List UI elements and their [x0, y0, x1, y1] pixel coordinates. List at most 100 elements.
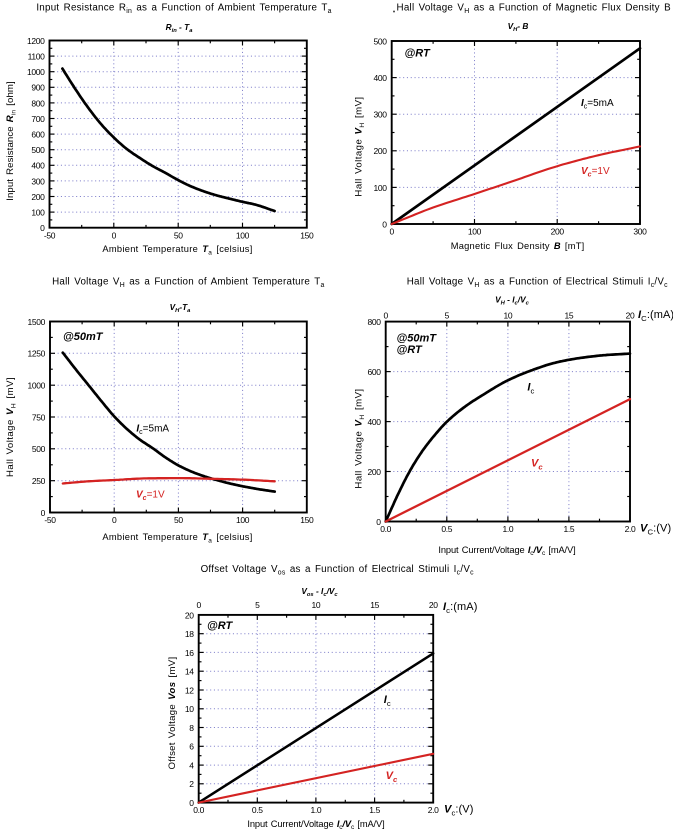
svg-text:@50mT: @50mT [63, 331, 104, 343]
svg-text:Magnetic Flux Density B [mT]: Magnetic Flux Density B [mT] [451, 241, 585, 251]
svg-text:1250: 1250 [27, 349, 45, 359]
svg-text:15: 15 [370, 600, 379, 610]
svg-text:4: 4 [189, 761, 194, 771]
svg-text:6: 6 [189, 742, 194, 752]
svg-text:1000: 1000 [27, 381, 45, 391]
svg-text:750: 750 [32, 412, 46, 422]
svg-text:150: 150 [300, 515, 314, 525]
svg-text:Hall Voltage VH [mV]: Hall Voltage VH [mV] [354, 96, 367, 196]
svg-text:-50: -50 [44, 515, 56, 525]
svg-text:5: 5 [445, 311, 450, 321]
svg-text:VH- B: VH- B [508, 21, 529, 33]
svg-text:@RT: @RT [397, 344, 423, 356]
svg-text:600: 600 [368, 367, 382, 377]
svg-text:800: 800 [368, 317, 382, 327]
svg-text:100: 100 [374, 183, 388, 193]
svg-text:10: 10 [312, 600, 321, 610]
svg-text:Vc: Vc [531, 458, 543, 472]
svg-text:800: 800 [31, 98, 45, 108]
svg-text:600: 600 [31, 130, 45, 140]
svg-text:1500: 1500 [27, 317, 45, 327]
svg-text:200: 200 [31, 192, 45, 202]
svg-text:0: 0 [390, 227, 395, 237]
svg-text:Vc: Vc [386, 770, 398, 784]
svg-text:100: 100 [236, 515, 250, 525]
svg-text:Ic: Ic [527, 382, 534, 396]
svg-text:Input Current/Voltage Ic/Vc [m: Input Current/Voltage Ic/Vc [mA/V] [247, 819, 384, 831]
svg-text:0: 0 [112, 230, 117, 240]
svg-text:Ambient Temperature Ta [celsiu: Ambient Temperature Ta [celsius] [102, 532, 252, 544]
svg-text:0: 0 [112, 515, 117, 525]
svg-text:@RT: @RT [207, 620, 233, 632]
svg-text:1.5: 1.5 [564, 524, 575, 534]
svg-text:1200: 1200 [27, 36, 45, 46]
svg-text:10: 10 [504, 311, 513, 321]
svg-text:100: 100 [31, 208, 45, 218]
svg-text:1.0: 1.0 [503, 524, 514, 534]
svg-text:500: 500 [374, 36, 388, 46]
svg-text:Hall Voltage VH as a Function: Hall Voltage VH as a Function of Ambient… [52, 277, 324, 290]
svg-text:Input Resistance Rin as a Func: Input Resistance Rin as a Function of Am… [36, 2, 331, 15]
svg-text:14: 14 [185, 667, 194, 677]
svg-text:0: 0 [382, 219, 387, 229]
svg-text:400: 400 [31, 161, 45, 171]
svg-text:300: 300 [374, 110, 388, 120]
svg-text:2: 2 [189, 779, 194, 789]
svg-text:Vc=1V: Vc=1V [581, 166, 610, 179]
svg-text:400: 400 [374, 73, 388, 83]
svg-text:200: 200 [551, 227, 565, 237]
svg-text:20: 20 [626, 311, 635, 321]
svg-text:50: 50 [174, 230, 183, 240]
svg-text:@RT: @RT [405, 48, 431, 60]
svg-text:Hall Voltage VH as a Function: Hall Voltage VH as a Function of Magneti… [397, 2, 672, 15]
svg-text:1000: 1000 [27, 67, 45, 77]
svg-text:Vc:(V): Vc:(V) [444, 804, 474, 818]
svg-text:5: 5 [255, 600, 260, 610]
svg-text:0: 0 [384, 311, 389, 321]
svg-text:0: 0 [189, 798, 194, 808]
svg-text:Hall Voltage VH [mV]: Hall Voltage VH [mV] [354, 388, 367, 488]
svg-text:400: 400 [368, 417, 382, 427]
svg-text:VH-Ta: VH-Ta [170, 302, 192, 314]
svg-text:@50mT: @50mT [397, 333, 438, 345]
svg-text:Ic:(mA): Ic:(mA) [443, 601, 478, 615]
svg-text:Ic=5mA: Ic=5mA [581, 98, 614, 111]
svg-text:700: 700 [31, 114, 45, 124]
svg-text:Ic=5mA: Ic=5mA [136, 424, 169, 437]
svg-text:8: 8 [189, 723, 194, 733]
svg-text:500: 500 [32, 444, 46, 454]
svg-text:18: 18 [185, 629, 194, 639]
svg-text:50: 50 [174, 515, 183, 525]
svg-text:0: 0 [376, 517, 381, 527]
svg-text:200: 200 [368, 467, 382, 477]
svg-text:Rin - Ta: Rin - Ta [166, 22, 194, 34]
svg-text:900: 900 [31, 83, 45, 93]
svg-text:Hall Voltage VH as a Function: Hall Voltage VH as a Function of Electri… [407, 277, 668, 290]
svg-text:IC:(mA): IC:(mA) [638, 309, 673, 323]
svg-text:1100: 1100 [28, 52, 46, 62]
svg-text:0.0: 0.0 [380, 524, 391, 534]
svg-text:1.5: 1.5 [369, 805, 380, 815]
svg-text:0.5: 0.5 [252, 805, 263, 815]
svg-text:Vc=1V: Vc=1V [136, 490, 165, 503]
svg-text:Ambient Temperature Ta [celsiu: Ambient Temperature Ta [celsius] [102, 244, 252, 256]
svg-text:250: 250 [32, 476, 46, 486]
svg-text:1.0: 1.0 [311, 805, 322, 815]
svg-text:2.0: 2.0 [428, 805, 439, 815]
svg-text:100: 100 [236, 230, 250, 240]
svg-text:200: 200 [374, 146, 388, 156]
svg-text:Hall Voltage VH [mV]: Hall Voltage VH [mV] [5, 377, 18, 477]
svg-text:300: 300 [31, 176, 45, 186]
svg-text:Input Current/Voltage Ic/Vc [m: Input Current/Voltage Ic/Vc [mA/V] [438, 545, 575, 557]
svg-text:20: 20 [429, 600, 438, 610]
svg-text:Offset Voltage Vos as a Functi: Offset Voltage Vos as a Function of Elec… [201, 564, 475, 577]
svg-text:0.0: 0.0 [193, 805, 204, 815]
svg-text:0: 0 [40, 223, 45, 233]
svg-text:Offset Voltage Vos [mV]: Offset Voltage Vos [mV] [167, 657, 178, 770]
svg-text:16: 16 [185, 648, 194, 658]
svg-text:12: 12 [185, 685, 194, 695]
svg-text:Vos - Ic/Vc: Vos - Ic/Vc [301, 586, 338, 598]
svg-text:0: 0 [197, 600, 202, 610]
svg-text:Ic: Ic [384, 694, 391, 708]
svg-text:0: 0 [41, 508, 46, 518]
